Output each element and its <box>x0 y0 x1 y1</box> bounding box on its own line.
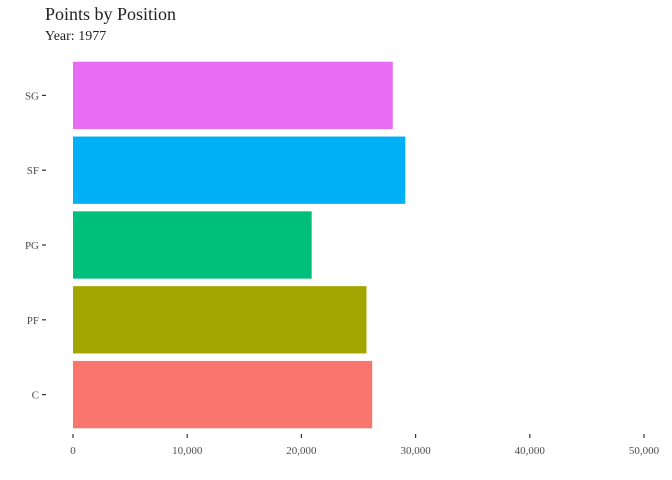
y-tick-label-pg: PG <box>25 240 39 252</box>
chart-subtitle: Year: 1977 <box>45 29 106 44</box>
x-axis: 0 10,000 20,000 30,000 40,000 50,000 <box>70 434 660 457</box>
bars-group <box>73 61 406 429</box>
chart-title: Points by Position <box>45 4 176 24</box>
y-tick-label-pf: PF <box>27 315 39 327</box>
bar-sg <box>73 61 393 130</box>
y-tick-label-c: C <box>32 390 39 402</box>
x-tick-label: 50,000 <box>629 445 660 457</box>
x-tick-label: 30,000 <box>400 445 431 457</box>
bar-pg <box>73 211 312 279</box>
x-tick-label: 20,000 <box>286 445 317 457</box>
bar-c <box>73 360 373 429</box>
x-tick-label: 10,000 <box>172 445 203 457</box>
y-axis: C PF PG SF SG <box>25 90 46 402</box>
y-tick-label-sg: SG <box>25 90 39 102</box>
bar-sf <box>73 136 406 204</box>
x-tick-label: 40,000 <box>515 445 546 457</box>
y-tick-label-sf: SF <box>27 165 39 177</box>
x-tick-label: 0 <box>70 445 76 457</box>
bar-pf <box>73 286 367 354</box>
